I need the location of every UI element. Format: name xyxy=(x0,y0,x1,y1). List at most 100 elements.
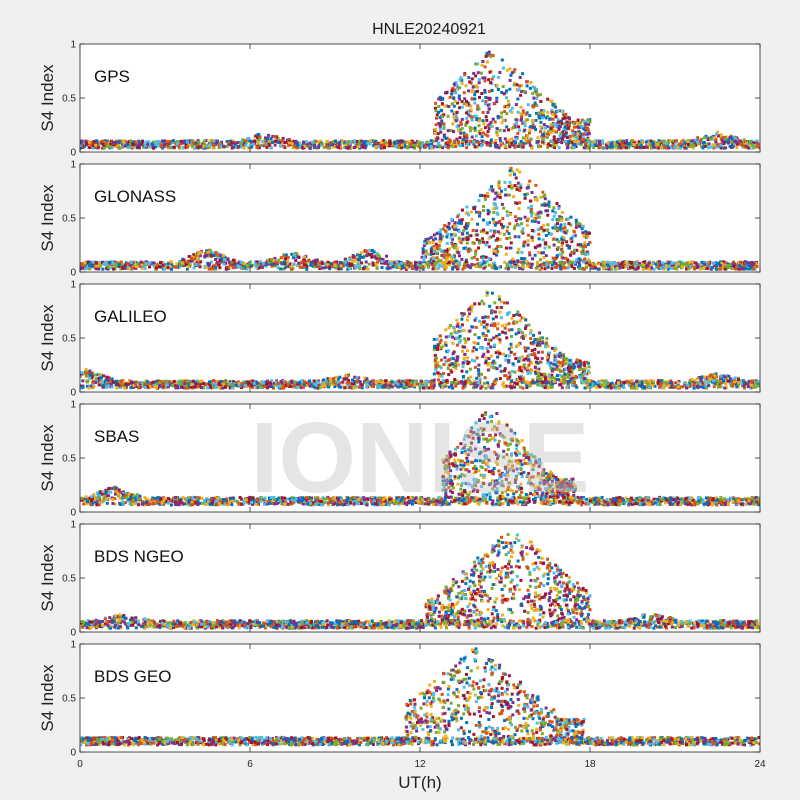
data-point xyxy=(709,137,713,141)
data-point xyxy=(510,259,514,263)
data-point xyxy=(719,137,723,141)
data-point xyxy=(477,124,481,128)
data-point xyxy=(145,260,149,264)
data-point xyxy=(574,134,578,138)
data-point xyxy=(221,253,225,257)
data-point xyxy=(494,141,498,145)
data-point xyxy=(539,130,542,134)
data-point xyxy=(652,381,655,385)
data-point xyxy=(513,215,517,219)
data-point xyxy=(437,97,441,101)
data-point xyxy=(453,265,457,269)
data-point xyxy=(107,376,111,380)
data-point xyxy=(538,111,542,115)
data-point xyxy=(545,262,549,266)
data-point xyxy=(744,144,748,148)
data-point xyxy=(541,203,545,207)
data-point xyxy=(375,252,379,255)
data-point xyxy=(372,250,376,254)
data-point xyxy=(546,135,549,139)
data-point xyxy=(559,136,563,140)
data-point xyxy=(585,250,589,254)
data-point xyxy=(458,78,462,82)
data-point xyxy=(567,263,571,267)
data-point xyxy=(509,166,513,170)
data-point xyxy=(754,385,758,389)
data-point xyxy=(238,265,242,269)
data-point xyxy=(462,246,466,250)
data-point xyxy=(448,95,452,99)
data-point xyxy=(348,145,352,149)
data-point xyxy=(558,225,562,229)
data-point xyxy=(237,145,241,149)
data-point xyxy=(720,139,724,143)
data-point xyxy=(100,140,104,143)
data-point xyxy=(510,127,514,131)
scatter-series xyxy=(80,166,759,271)
data-point xyxy=(519,217,523,221)
data-point xyxy=(451,266,455,270)
data-point xyxy=(670,261,674,265)
data-point xyxy=(571,129,575,133)
data-point xyxy=(659,146,663,150)
data-point xyxy=(597,261,601,265)
data-point xyxy=(432,259,436,263)
data-point xyxy=(112,267,116,271)
data-point xyxy=(166,145,170,149)
data-point xyxy=(348,257,351,261)
data-point xyxy=(493,223,497,227)
data-point xyxy=(92,140,96,143)
data-point xyxy=(459,76,463,80)
data-point xyxy=(546,386,550,390)
data-point xyxy=(578,223,582,226)
data-point xyxy=(688,141,692,145)
data-point xyxy=(570,262,574,266)
data-point xyxy=(474,62,478,66)
data-point xyxy=(157,262,161,266)
data-point xyxy=(595,386,599,389)
data-point xyxy=(479,229,483,233)
data-point xyxy=(434,101,438,105)
data-point xyxy=(371,261,375,265)
data-point xyxy=(640,139,644,143)
data-point xyxy=(651,144,655,148)
data-point xyxy=(580,132,584,136)
data-point xyxy=(108,144,112,148)
data-point xyxy=(656,265,660,269)
data-point xyxy=(393,145,397,149)
data-point xyxy=(561,109,565,113)
data-point xyxy=(378,256,381,260)
data-point xyxy=(578,264,582,267)
data-point xyxy=(450,260,454,264)
data-point xyxy=(519,84,523,87)
data-point xyxy=(543,246,547,250)
data-point xyxy=(312,140,316,144)
data-point xyxy=(469,129,472,133)
data-point xyxy=(486,194,490,198)
data-point xyxy=(546,265,550,269)
data-point xyxy=(581,224,585,228)
data-point xyxy=(426,252,430,256)
data-point xyxy=(337,267,341,271)
data-point xyxy=(207,267,211,271)
data-point xyxy=(462,102,466,106)
data-point xyxy=(540,262,544,266)
data-point xyxy=(518,84,522,88)
data-point xyxy=(542,261,546,265)
data-point xyxy=(280,262,284,266)
data-point xyxy=(634,264,638,268)
data-point xyxy=(578,135,582,139)
data-point xyxy=(495,84,499,88)
data-point xyxy=(465,121,469,125)
data-point xyxy=(664,142,668,146)
data-point xyxy=(209,143,212,147)
data-point xyxy=(665,140,669,144)
data-point xyxy=(205,249,209,253)
data-point xyxy=(455,265,459,269)
data-point xyxy=(495,130,499,134)
data-point xyxy=(270,140,274,144)
data-point xyxy=(628,263,632,267)
data-point xyxy=(225,144,229,148)
data-point xyxy=(118,386,122,389)
data-point xyxy=(474,134,478,138)
